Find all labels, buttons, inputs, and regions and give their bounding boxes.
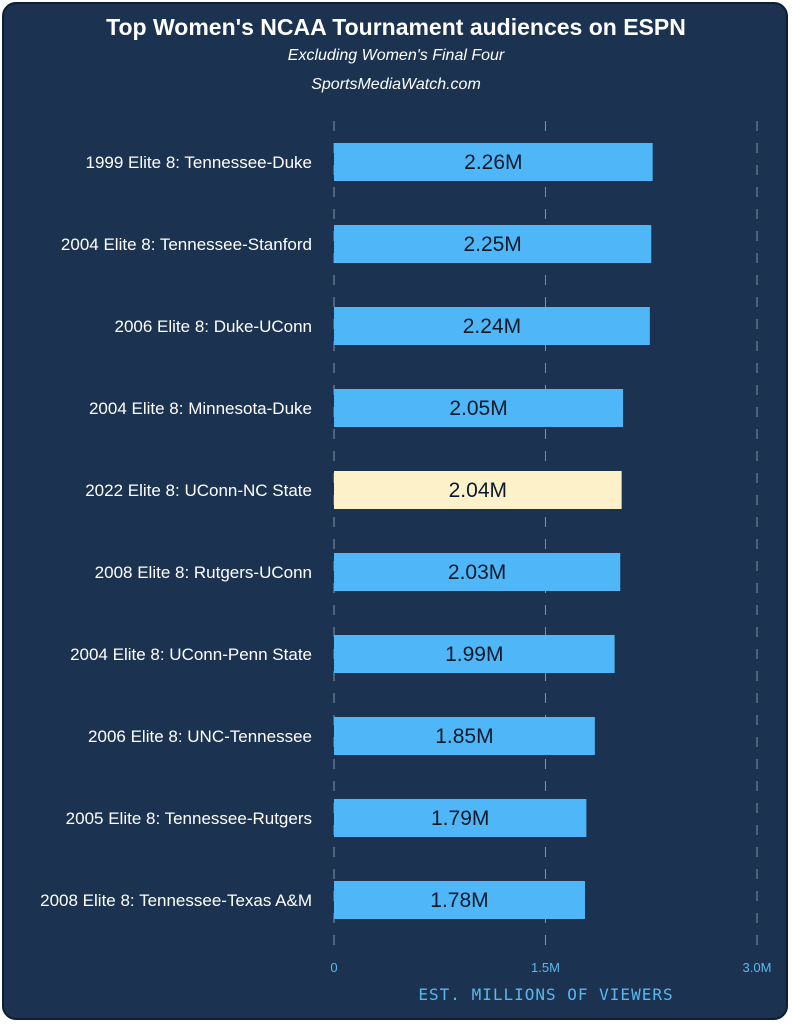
- bar: [334, 389, 624, 427]
- chart-title: Top Women's NCAA Tournament audiences on…: [106, 14, 686, 40]
- category-label: 2004 Elite 8: UConn-Penn State: [70, 645, 312, 664]
- bar-value-label: 1.85M: [435, 725, 493, 748]
- bar: [334, 717, 595, 755]
- category-label: 2008 Elite 8: Tennessee-Texas A&M: [40, 891, 312, 910]
- chart-subtitle: Excluding Women's Final Four: [287, 47, 505, 64]
- bar-value-label: 1.99M: [445, 643, 503, 666]
- bar: [334, 143, 653, 181]
- bar-value-label: 2.26M: [464, 151, 522, 174]
- bar-value-label: 2.03M: [448, 561, 506, 584]
- category-label: 2022 Elite 8: UConn-NC State: [85, 481, 312, 500]
- bar: [334, 553, 621, 591]
- bar: [334, 471, 622, 509]
- bar-value-label: 1.79M: [431, 807, 489, 830]
- category-label: 2006 Elite 8: UNC-Tennessee: [88, 727, 312, 746]
- category-label: 2008 Elite 8: Rutgers-UConn: [95, 563, 312, 582]
- x-tick-label: 3.0M: [743, 960, 772, 975]
- bar: [334, 635, 615, 673]
- category-label: 2005 Elite 8: Tennessee-Rutgers: [66, 809, 312, 828]
- bar: [334, 799, 587, 837]
- bar-value-label: 2.25M: [463, 233, 521, 256]
- x-tick-label: 1.5M: [531, 960, 560, 975]
- bar: [334, 307, 650, 345]
- x-tick-label: 0: [330, 960, 337, 975]
- bar-value-label: 1.78M: [430, 889, 488, 912]
- category-label: 1999 Elite 8: Tennessee-Duke: [85, 153, 312, 172]
- category-label: 2004 Elite 8: Tennessee-Stanford: [61, 235, 312, 254]
- category-label: 2004 Elite 8: Minnesota-Duke: [89, 399, 312, 418]
- bar-value-label: 2.04M: [449, 479, 507, 502]
- x-axis-label: EST. MILLIONS OF VIEWERS: [418, 985, 673, 1004]
- category-label: 2006 Elite 8: Duke-UConn: [114, 317, 312, 336]
- bar-value-label: 2.05M: [449, 397, 507, 420]
- bar: [334, 225, 652, 263]
- chart-source: SportsMediaWatch.com: [311, 76, 481, 93]
- bar: [334, 881, 585, 919]
- bar-value-label: 2.24M: [463, 315, 521, 338]
